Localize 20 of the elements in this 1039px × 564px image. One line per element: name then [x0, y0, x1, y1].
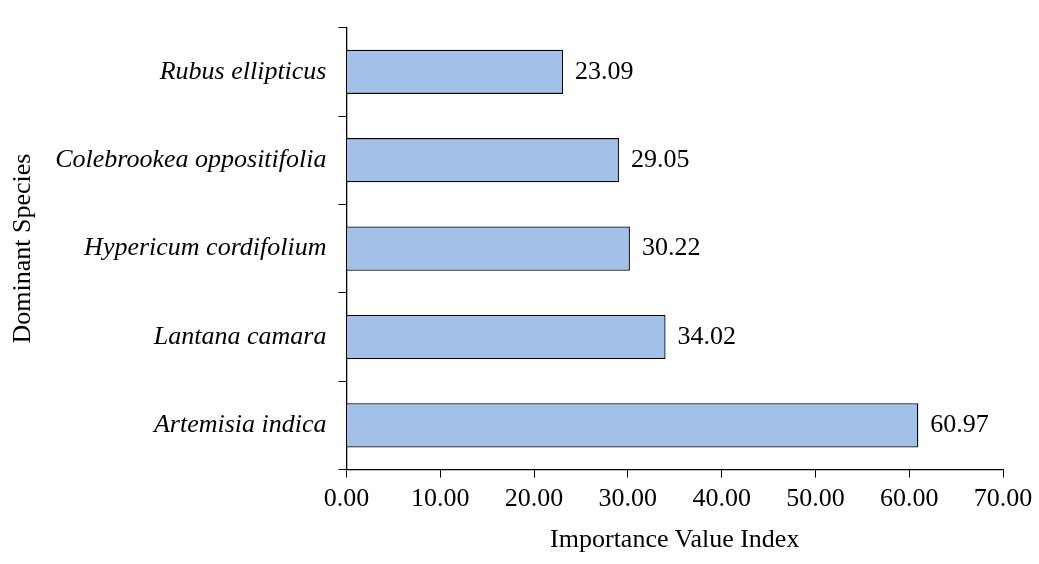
data-label: 30.22: [641, 232, 701, 262]
y-tick-label: Rubus ellipticus: [158, 55, 327, 85]
data-label: 60.97: [930, 409, 989, 439]
x-tick-label: 40.00: [692, 483, 751, 513]
x-tick-label: 20.00: [504, 483, 564, 513]
y-tick-label: Hypericum cordifolium: [83, 232, 327, 262]
y-tick-label: Artemisia indica: [151, 409, 327, 439]
data-label: 23.09: [575, 55, 634, 85]
x-tick-label: 0.00: [323, 483, 370, 513]
x-tick-label: 10.00: [411, 483, 470, 513]
x-tick-label: 70.00: [973, 483, 1033, 513]
data-label: 34.02: [677, 320, 737, 350]
x-tick-label: 30.00: [598, 483, 658, 513]
x-axis-title: Importance Value Index: [550, 524, 800, 554]
y-tick-label: Lantana camara: [152, 320, 327, 350]
y-axis-title: Dominant Species: [7, 153, 37, 344]
y-tick-label: Colebrookea oppositifolia: [55, 144, 327, 174]
x-tick-label: 50.00: [786, 483, 845, 513]
data-label: 29.05: [630, 144, 690, 174]
x-tick-label: 60.00: [879, 483, 939, 513]
